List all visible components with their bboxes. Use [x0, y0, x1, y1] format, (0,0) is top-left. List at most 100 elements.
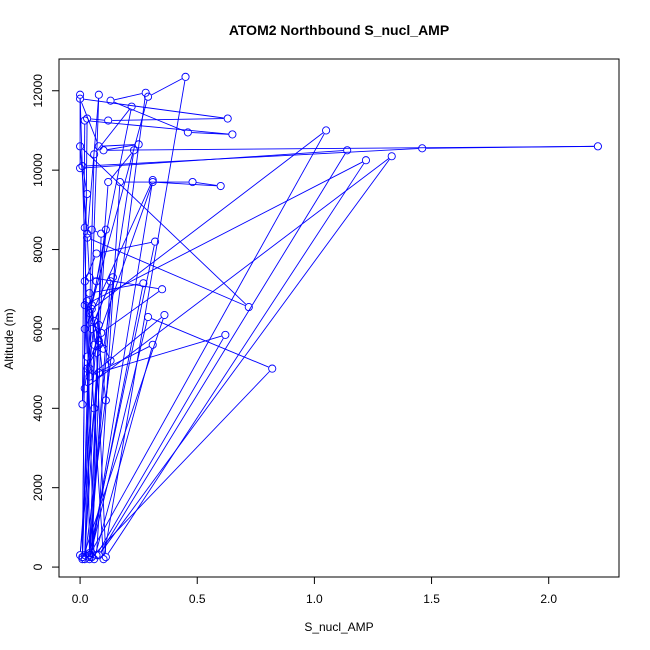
series-segment	[91, 336, 102, 554]
series-segment	[100, 159, 390, 553]
series-segment	[87, 158, 389, 387]
x-axis: 0.0 0.5 1.0 1.5 2.0	[72, 576, 557, 606]
y-axis: 0 2000 4000 6000 8000 10000 12000	[31, 74, 60, 570]
series-segment	[86, 98, 99, 234]
series-segment	[88, 120, 229, 135]
data-point	[94, 90, 103, 99]
series-segment	[426, 145, 594, 149]
series-segment	[104, 291, 160, 331]
data-point	[83, 364, 92, 373]
series-segment	[88, 161, 363, 304]
data-point	[129, 146, 139, 155]
data-point	[94, 320, 103, 329]
data-point	[90, 555, 99, 564]
data-point	[148, 340, 157, 349]
data-point	[141, 88, 150, 97]
data-point	[83, 189, 92, 199]
y-axis-label: Altitude (m)	[2, 308, 16, 369]
series-segment	[151, 78, 183, 96]
data-point	[127, 102, 136, 111]
series-segment	[84, 285, 88, 353]
data-point	[221, 330, 230, 339]
data-point	[106, 356, 115, 365]
data-point	[183, 128, 192, 137]
series-segment	[98, 338, 224, 552]
plot-frame	[58, 58, 620, 578]
series-segment	[86, 237, 90, 274]
x-axis-label: S_nucl_AMP	[304, 620, 373, 634]
data-point	[90, 316, 99, 326]
data-point	[188, 177, 197, 187]
data-point	[87, 305, 96, 314]
series-segment	[93, 283, 140, 293]
data-point	[83, 233, 92, 242]
series-segment	[84, 197, 88, 224]
series-segment	[112, 118, 224, 121]
data-point	[87, 225, 96, 234]
data-point	[80, 301, 89, 310]
data-point	[101, 225, 110, 234]
data-point	[143, 312, 153, 322]
data-point	[78, 555, 87, 564]
data-point	[106, 277, 115, 286]
series-segment	[86, 183, 152, 326]
data-point	[94, 142, 103, 151]
data-point	[90, 150, 99, 159]
data-point	[151, 237, 160, 246]
data-point	[85, 273, 94, 282]
series-segment	[89, 320, 148, 556]
series-segment	[100, 153, 346, 552]
series-segment	[94, 132, 324, 308]
data-point	[99, 344, 108, 353]
data-point	[108, 273, 117, 282]
series-segment	[100, 241, 152, 254]
data-point	[106, 96, 115, 105]
series-segment	[81, 102, 98, 143]
x-tick-label: 0.5	[189, 592, 206, 606]
data-point	[76, 90, 85, 99]
y-tick-label: 8000	[31, 236, 45, 263]
series-segment	[94, 371, 270, 555]
data-point	[94, 368, 103, 377]
series-segment	[82, 98, 100, 556]
series-segment	[80, 412, 95, 552]
data-point	[80, 116, 89, 125]
data-point	[593, 142, 602, 151]
data-point	[90, 404, 99, 413]
data-point	[83, 114, 92, 123]
y-tick-label: 4000	[31, 395, 45, 422]
data-point	[76, 142, 85, 151]
series-segment	[86, 148, 419, 167]
data-point	[160, 310, 169, 320]
data-point	[94, 551, 103, 560]
data-point	[90, 340, 99, 349]
data-point	[85, 549, 94, 558]
series-segment	[82, 170, 87, 191]
x-tick-label: 0.0	[72, 592, 89, 606]
data-point	[322, 126, 331, 135]
series-segment	[107, 144, 135, 151]
data-point	[134, 140, 143, 149]
series-segment	[82, 124, 86, 401]
y-tick-label: 10000	[31, 153, 45, 187]
data-point	[387, 152, 396, 161]
series-segment	[83, 98, 224, 119]
data-point	[228, 130, 237, 139]
y-tick-label: 0	[31, 563, 45, 570]
series-segment	[110, 153, 132, 180]
series-segment	[86, 360, 90, 552]
series-lines	[79, 78, 594, 556]
data-point	[80, 384, 89, 393]
data-point	[139, 279, 148, 288]
series-segment	[191, 132, 229, 135]
data-point	[85, 289, 94, 298]
data-point	[85, 372, 94, 381]
y-tick-label: 6000	[31, 315, 45, 342]
series-segment	[79, 98, 95, 556]
series-segment	[156, 181, 217, 187]
series-segment	[91, 133, 325, 552]
data-point	[148, 177, 157, 187]
series-segment	[114, 93, 142, 101]
data-point	[92, 277, 101, 286]
x-tick-label: 1.0	[306, 592, 323, 606]
